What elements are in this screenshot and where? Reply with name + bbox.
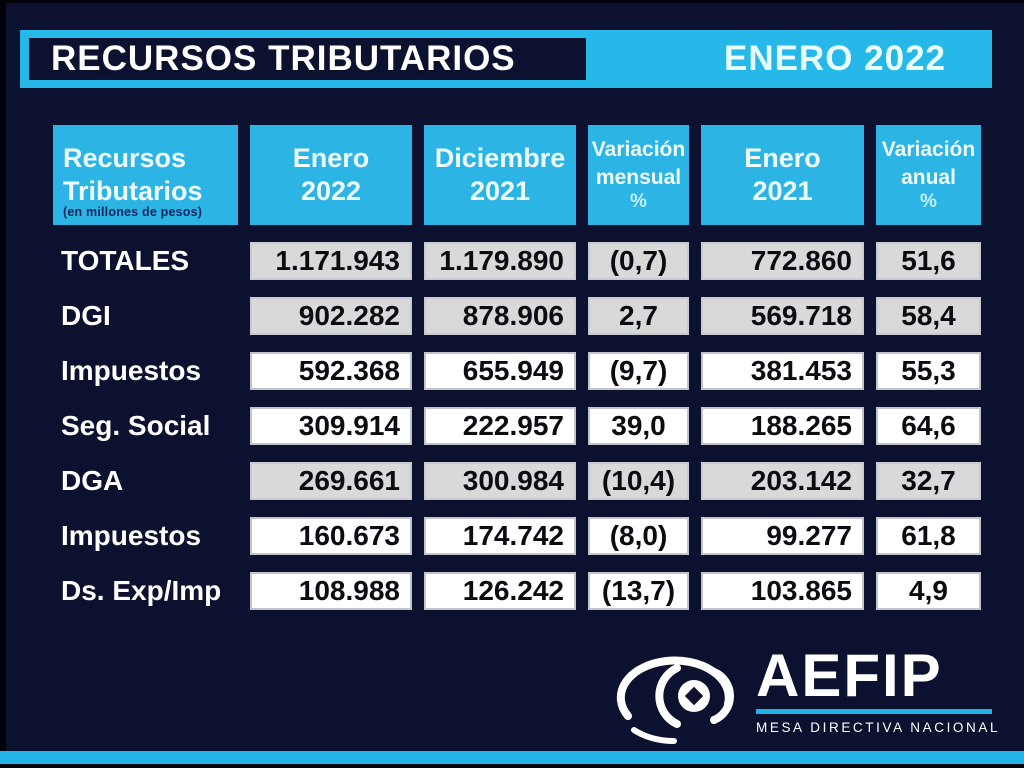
row-label: Seg. Social bbox=[61, 410, 211, 441]
header-enero-2021: Enero 2021 bbox=[701, 125, 864, 225]
row-label: Impuestos bbox=[61, 355, 202, 386]
value-diciembre-2021: 1.179.890 bbox=[424, 242, 576, 280]
value-enero-2021: 381.453 bbox=[701, 352, 864, 390]
bottom-edge bbox=[0, 764, 1024, 768]
value-variacion-anual: 58,4 bbox=[876, 297, 981, 335]
value-variacion-anual: 61,8 bbox=[876, 517, 981, 555]
aefip-logo: AEFIP MESA DIRECTIVA NACIONAL bbox=[614, 642, 1001, 744]
header-enero-2022: Enero 2022 bbox=[250, 125, 412, 225]
value-variacion-anual: 4,9 bbox=[876, 572, 981, 610]
value-variacion-mensual: (8,0) bbox=[588, 517, 689, 555]
value-variacion-mensual: (0,7) bbox=[588, 242, 689, 280]
tax-resources-table: Recursos Tributarios (en millones de pes… bbox=[53, 125, 982, 610]
value-variacion-anual: 55,3 bbox=[876, 352, 981, 390]
value-variacion-mensual: (10,4) bbox=[588, 462, 689, 500]
value-enero-2022: 592.368 bbox=[250, 352, 412, 390]
top-edge bbox=[0, 0, 1024, 3]
value-diciembre-2021: 222.957 bbox=[424, 407, 576, 445]
value-diciembre-2021: 878.906 bbox=[424, 297, 576, 335]
header-diciembre-2021: Diciembre 2021 bbox=[424, 125, 576, 225]
bottom-cyan-bar bbox=[0, 751, 1024, 764]
value-enero-2022: 1.171.943 bbox=[250, 242, 412, 280]
value-enero-2021: 188.265 bbox=[701, 407, 864, 445]
value-diciembre-2021: 300.984 bbox=[424, 462, 576, 500]
row-label: TOTALES bbox=[61, 245, 190, 276]
value-variacion-mensual: (13,7) bbox=[588, 572, 689, 610]
value-enero-2022: 269.661 bbox=[250, 462, 412, 500]
logo-subtitle: MESA DIRECTIVA NACIONAL bbox=[756, 720, 1001, 735]
logo-underline bbox=[756, 709, 992, 714]
row-label: DGI bbox=[61, 300, 111, 331]
value-variacion-mensual: 2,7 bbox=[588, 297, 689, 335]
left-edge bbox=[0, 0, 6, 768]
value-enero-2022: 309.914 bbox=[250, 407, 412, 445]
value-enero-2021: 569.718 bbox=[701, 297, 864, 335]
value-variacion-mensual: 39,0 bbox=[588, 407, 689, 445]
value-enero-2022: 902.282 bbox=[250, 297, 412, 335]
title-box: RECURSOS TRIBUTARIOS bbox=[29, 38, 586, 80]
logo-name: AEFIP bbox=[756, 642, 943, 709]
value-enero-2021: 99.277 bbox=[701, 517, 864, 555]
value-variacion-anual: 64,6 bbox=[876, 407, 981, 445]
value-diciembre-2021: 126.242 bbox=[424, 572, 576, 610]
header-variacion-mensual: Variación mensual % bbox=[588, 125, 689, 225]
value-enero-2021: 772.860 bbox=[701, 242, 864, 280]
value-variacion-mensual: (9,7) bbox=[588, 352, 689, 390]
logo-text-block: AEFIP MESA DIRECTIVA NACIONAL bbox=[756, 642, 1001, 735]
value-enero-2022: 108.988 bbox=[250, 572, 412, 610]
value-diciembre-2021: 655.949 bbox=[424, 352, 576, 390]
value-enero-2022: 160.673 bbox=[250, 517, 412, 555]
value-variacion-anual: 32,7 bbox=[876, 462, 981, 500]
period-label: ENERO 2022 bbox=[723, 39, 947, 78]
row-label: Impuestos bbox=[61, 520, 202, 551]
value-diciembre-2021: 174.742 bbox=[424, 517, 576, 555]
header-variacion-anual: Variación anual % bbox=[876, 125, 981, 225]
row-label: Ds. Exp/Imp bbox=[61, 575, 222, 606]
row-label: DGA bbox=[61, 465, 124, 496]
title-bar: RECURSOS TRIBUTARIOS ENERO 2022 bbox=[20, 30, 992, 88]
value-variacion-anual: 51,6 bbox=[876, 242, 981, 280]
value-enero-2021: 203.142 bbox=[701, 462, 864, 500]
page-title: RECURSOS TRIBUTARIOS bbox=[51, 39, 516, 78]
header-recursos-tributarios: Recursos Tributarios (en millones de pes… bbox=[53, 125, 238, 225]
value-enero-2021: 103.865 bbox=[701, 572, 864, 610]
aefip-eye-icon bbox=[616, 656, 734, 744]
header-unit-note: (en millones de pesos) bbox=[63, 204, 203, 219]
